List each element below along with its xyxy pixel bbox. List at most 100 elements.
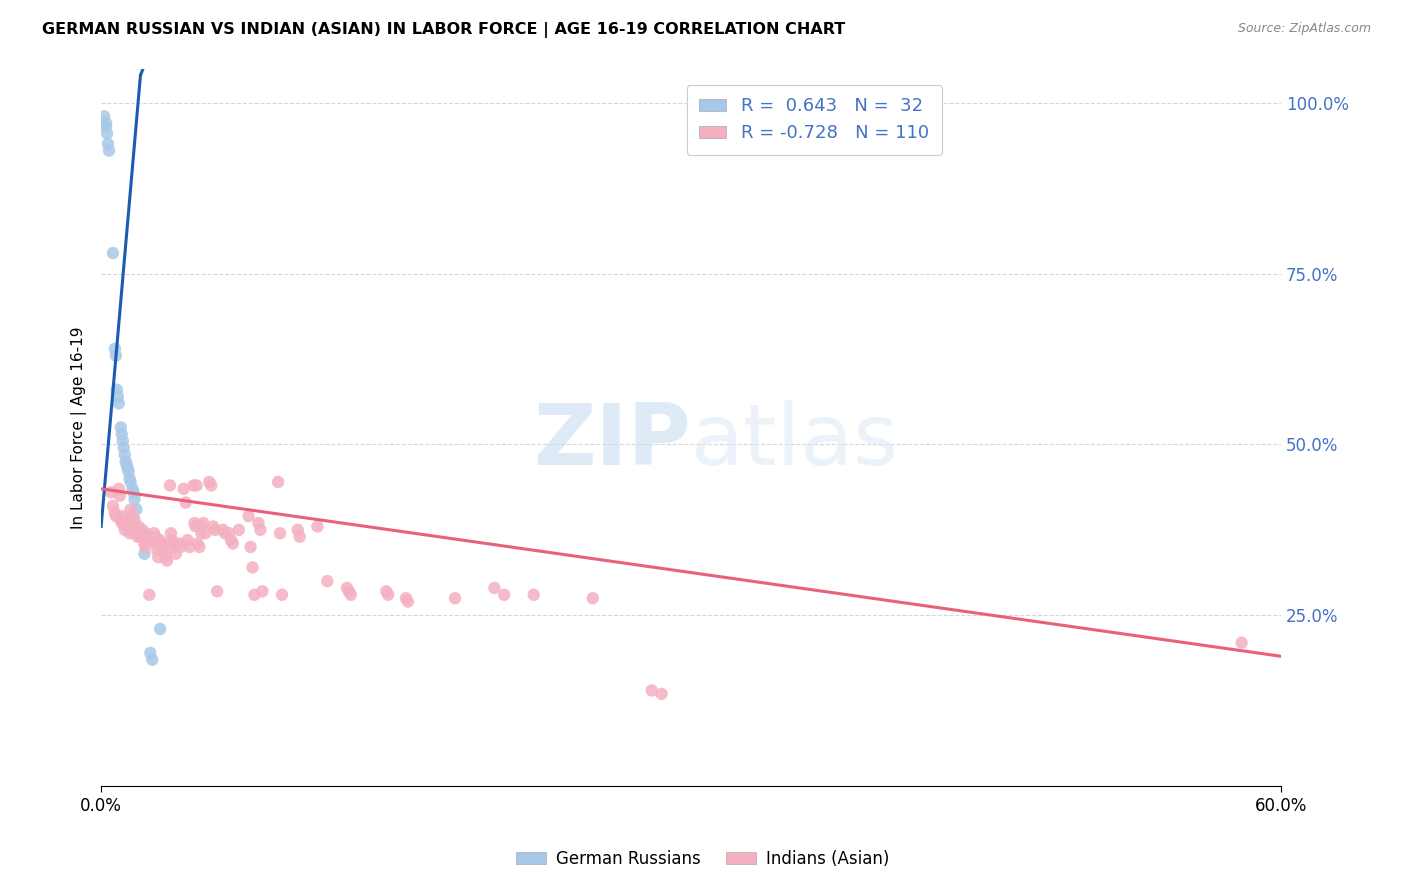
Point: [214, 526, 236, 541]
Point: [93, 109, 115, 123]
Point: [205, 584, 228, 599]
Point: [118, 523, 141, 537]
Point: [212, 523, 235, 537]
Point: [198, 475, 221, 489]
Point: [118, 472, 141, 486]
Point: [165, 547, 187, 561]
Point: [202, 519, 225, 533]
Point: [150, 536, 173, 550]
Point: [108, 482, 131, 496]
Point: [239, 540, 262, 554]
Point: [641, 683, 664, 698]
Point: [101, 499, 124, 513]
Point: [269, 526, 291, 541]
Point: [111, 509, 134, 524]
Point: [110, 420, 132, 434]
Point: [336, 581, 359, 595]
Point: [139, 530, 162, 544]
Point: [111, 434, 134, 448]
Point: [111, 427, 134, 442]
Point: [132, 530, 155, 544]
Point: [98, 144, 121, 158]
Point: [651, 687, 673, 701]
Point: [124, 492, 146, 507]
Point: [193, 516, 215, 530]
Point: [108, 396, 131, 410]
Point: [249, 523, 271, 537]
Point: [252, 584, 274, 599]
Point: [135, 526, 157, 541]
Point: [149, 533, 172, 547]
Point: [97, 136, 120, 151]
Point: [111, 516, 134, 530]
Point: [183, 516, 205, 530]
Point: [494, 588, 516, 602]
Point: [163, 536, 186, 550]
Point: [149, 622, 172, 636]
Point: [238, 509, 260, 524]
Point: [190, 526, 212, 541]
Point: [190, 519, 212, 533]
Point: [136, 530, 159, 544]
Point: [118, 526, 141, 541]
Point: [184, 519, 207, 533]
Point: [120, 502, 142, 516]
Point: [134, 540, 156, 554]
Point: [145, 536, 167, 550]
Point: [124, 513, 146, 527]
Point: [124, 519, 146, 533]
Point: [169, 536, 191, 550]
Point: [218, 526, 240, 541]
Point: [114, 454, 136, 468]
Point: [307, 519, 329, 533]
Text: GERMAN RUSSIAN VS INDIAN (ASIAN) IN LABOR FORCE | AGE 16-19 CORRELATION CHART: GERMAN RUSSIAN VS INDIAN (ASIAN) IN LABO…: [42, 22, 845, 38]
Point: [122, 519, 145, 533]
Point: [377, 588, 399, 602]
Point: [136, 533, 159, 547]
Y-axis label: In Labor Force | Age 16-19: In Labor Force | Age 16-19: [72, 326, 87, 529]
Point: [110, 513, 132, 527]
Point: [118, 465, 141, 479]
Legend: R =  0.643   N =  32, R = -0.728   N = 110: R = 0.643 N = 32, R = -0.728 N = 110: [686, 85, 942, 155]
Point: [108, 489, 131, 503]
Point: [153, 540, 176, 554]
Point: [287, 523, 309, 537]
Point: [396, 594, 419, 608]
Point: [139, 646, 162, 660]
Text: ZIP: ZIP: [533, 401, 690, 483]
Point: [122, 485, 145, 500]
Point: [173, 482, 195, 496]
Point: [96, 127, 118, 141]
Point: [582, 591, 605, 606]
Point: [131, 523, 153, 537]
Point: [117, 461, 139, 475]
Point: [183, 478, 205, 492]
Point: [94, 116, 117, 130]
Point: [247, 516, 270, 530]
Point: [141, 533, 163, 547]
Text: atlas: atlas: [690, 401, 898, 483]
Point: [163, 540, 186, 554]
Point: [222, 536, 245, 550]
Point: [104, 349, 127, 363]
Point: [267, 475, 290, 489]
Point: [120, 475, 142, 489]
Point: [114, 448, 136, 462]
Point: [134, 547, 156, 561]
Point: [340, 588, 363, 602]
Point: [523, 588, 546, 602]
Point: [159, 478, 181, 492]
Point: [146, 543, 169, 558]
Point: [316, 574, 339, 588]
Point: [228, 523, 250, 537]
Point: [153, 547, 176, 561]
Point: [395, 591, 418, 606]
Point: [115, 458, 138, 472]
Point: [112, 441, 135, 455]
Point: [375, 584, 398, 599]
Legend: German Russians, Indians (Asian): German Russians, Indians (Asian): [510, 844, 896, 875]
Point: [179, 540, 201, 554]
Point: [129, 530, 152, 544]
Point: [121, 509, 143, 524]
Point: [127, 523, 149, 537]
